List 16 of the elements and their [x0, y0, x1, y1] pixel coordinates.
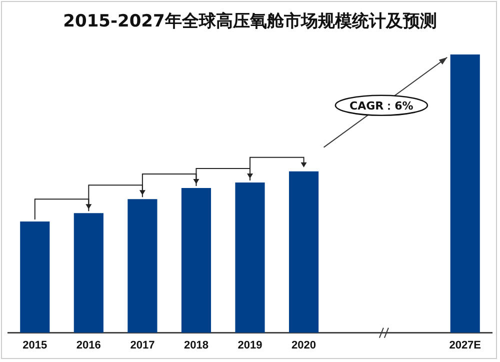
bar [74, 213, 104, 333]
bar [235, 182, 265, 333]
x-tick-label: 2015 [22, 339, 48, 352]
bar [181, 188, 212, 333]
bar [20, 221, 50, 333]
x-tick-label: 2020 [292, 339, 316, 352]
annotation: CAGR：6% [350, 99, 414, 112]
bar [450, 54, 480, 333]
bar [288, 171, 319, 333]
x-tick-label: 2016 [76, 339, 101, 352]
x-tick-label: 2017 [130, 339, 155, 352]
bar [128, 199, 158, 333]
x-tick-label: 2018 [184, 339, 208, 352]
x-tick-label: 2019 [238, 339, 262, 352]
x-tick-label: 2027E [449, 339, 482, 352]
chart-title: 2015-2027年全球高压氧舱市场规模统计及预测 [63, 12, 437, 32]
